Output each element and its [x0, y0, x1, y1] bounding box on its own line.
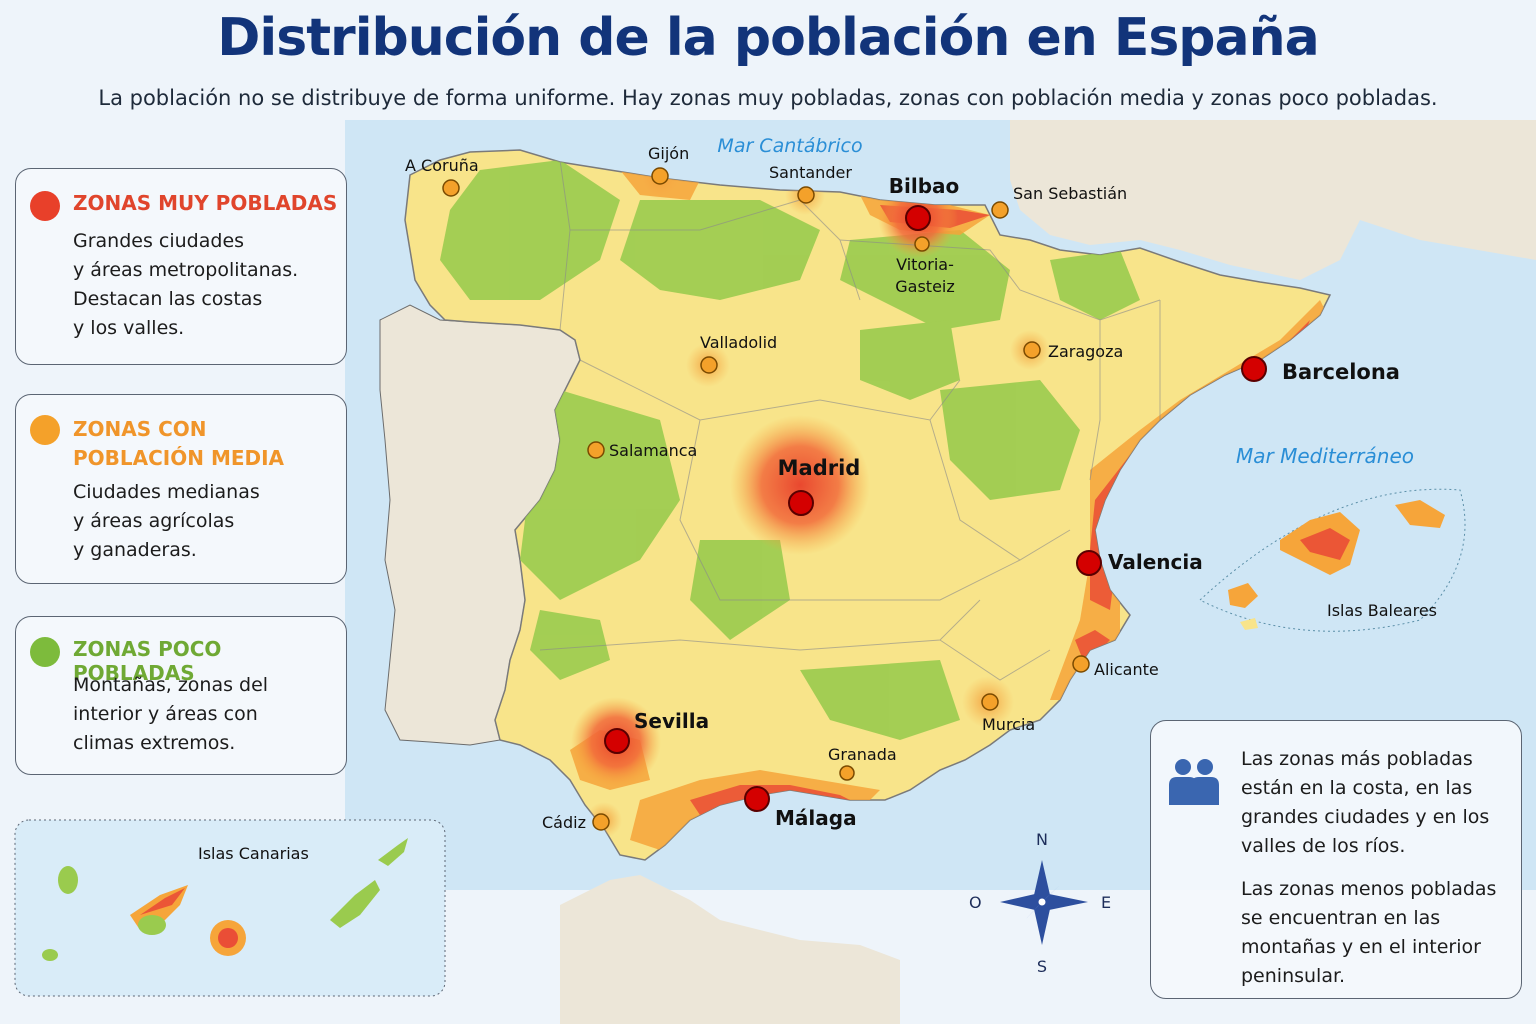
- city-label-madrid: Madrid: [778, 456, 861, 480]
- city-label-gijon: Gijón: [648, 144, 689, 163]
- city-label-valencia: Valencia: [1108, 550, 1203, 574]
- city-label-santander: Santander: [769, 163, 852, 182]
- legend-dot-low-icon: [30, 637, 60, 667]
- compass-s: S: [1037, 957, 1047, 976]
- island-label-baleares: Islas Baleares: [1327, 601, 1437, 620]
- city-label-salamanca: Salamanca: [609, 441, 697, 460]
- city-label-granada: Granada: [828, 745, 897, 764]
- legend-title-low: ZONAS POCO POBLADAS: [73, 637, 222, 685]
- compass-e: E: [1101, 893, 1111, 912]
- city-label-a-coruna: A Coruña: [405, 156, 479, 175]
- legend-text-low: Montañas, zonas del interior y áreas con…: [73, 674, 269, 754]
- legend-dot-medium-icon: [30, 415, 60, 445]
- people-icon: [1169, 759, 1219, 805]
- page-title: Distribución de la población en España: [217, 8, 1319, 68]
- compass-o: O: [969, 893, 982, 912]
- info-box: Las zonas más pobladas están en la costa…: [1150, 720, 1522, 999]
- legend-card-medium: ZONAS CON POBLACIÓN MEDIA Ciudades media…: [15, 394, 347, 584]
- island-label-canarias: Islas Canarias: [198, 844, 309, 863]
- city-label-zaragoza: Zaragoza: [1048, 342, 1123, 361]
- legend-title-medium: ZONAS CON POBLACIÓN MEDIA: [73, 417, 285, 470]
- city-label-bilbao: Bilbao: [889, 174, 960, 198]
- legend-card-high: ZONAS MUY POBLADAS Grandes ciudades y ár…: [15, 168, 347, 365]
- page-subtitle: La población no se distribuye de forma u…: [98, 86, 1438, 110]
- city-label-malaga: Málaga: [775, 806, 857, 830]
- compass-n: N: [1036, 830, 1048, 849]
- info-text-2: Las zonas menos pobladas se encuentran e…: [1241, 878, 1497, 987]
- legend-dot-high-icon: [30, 191, 60, 221]
- city-label-valladolid: Valladolid: [700, 333, 777, 352]
- city-label-murcia: Murcia: [982, 715, 1035, 734]
- legend-title-high: ZONAS MUY POBLADAS: [73, 191, 338, 215]
- city-label-san-sebastian: San Sebastián: [1013, 184, 1127, 203]
- legend-text-high: Grandes ciudades y áreas metropolitanas.…: [73, 230, 299, 339]
- city-label-sevilla: Sevilla: [634, 709, 709, 733]
- city-label-alicante: Alicante: [1094, 660, 1159, 679]
- city-label-vitoria: Vitoria-Gasteiz: [895, 255, 955, 296]
- city-label-barcelona: Barcelona: [1282, 360, 1400, 384]
- legend-card-low: ZONAS POCO POBLADAS Montañas, zonas del …: [15, 616, 347, 775]
- legend-text-medium: Ciudades medianas y áreas agrícolas y ga…: [73, 481, 260, 561]
- info-text-1: Las zonas más pobladas están en la costa…: [1241, 748, 1490, 857]
- compass-rose-icon: [1000, 860, 1088, 945]
- sea-label-cantabrico: Mar Cantábrico: [717, 135, 862, 157]
- sea-label-mediterraneo: Mar Mediterráneo: [1236, 444, 1414, 468]
- city-label-cadiz: Cádiz: [542, 813, 586, 832]
